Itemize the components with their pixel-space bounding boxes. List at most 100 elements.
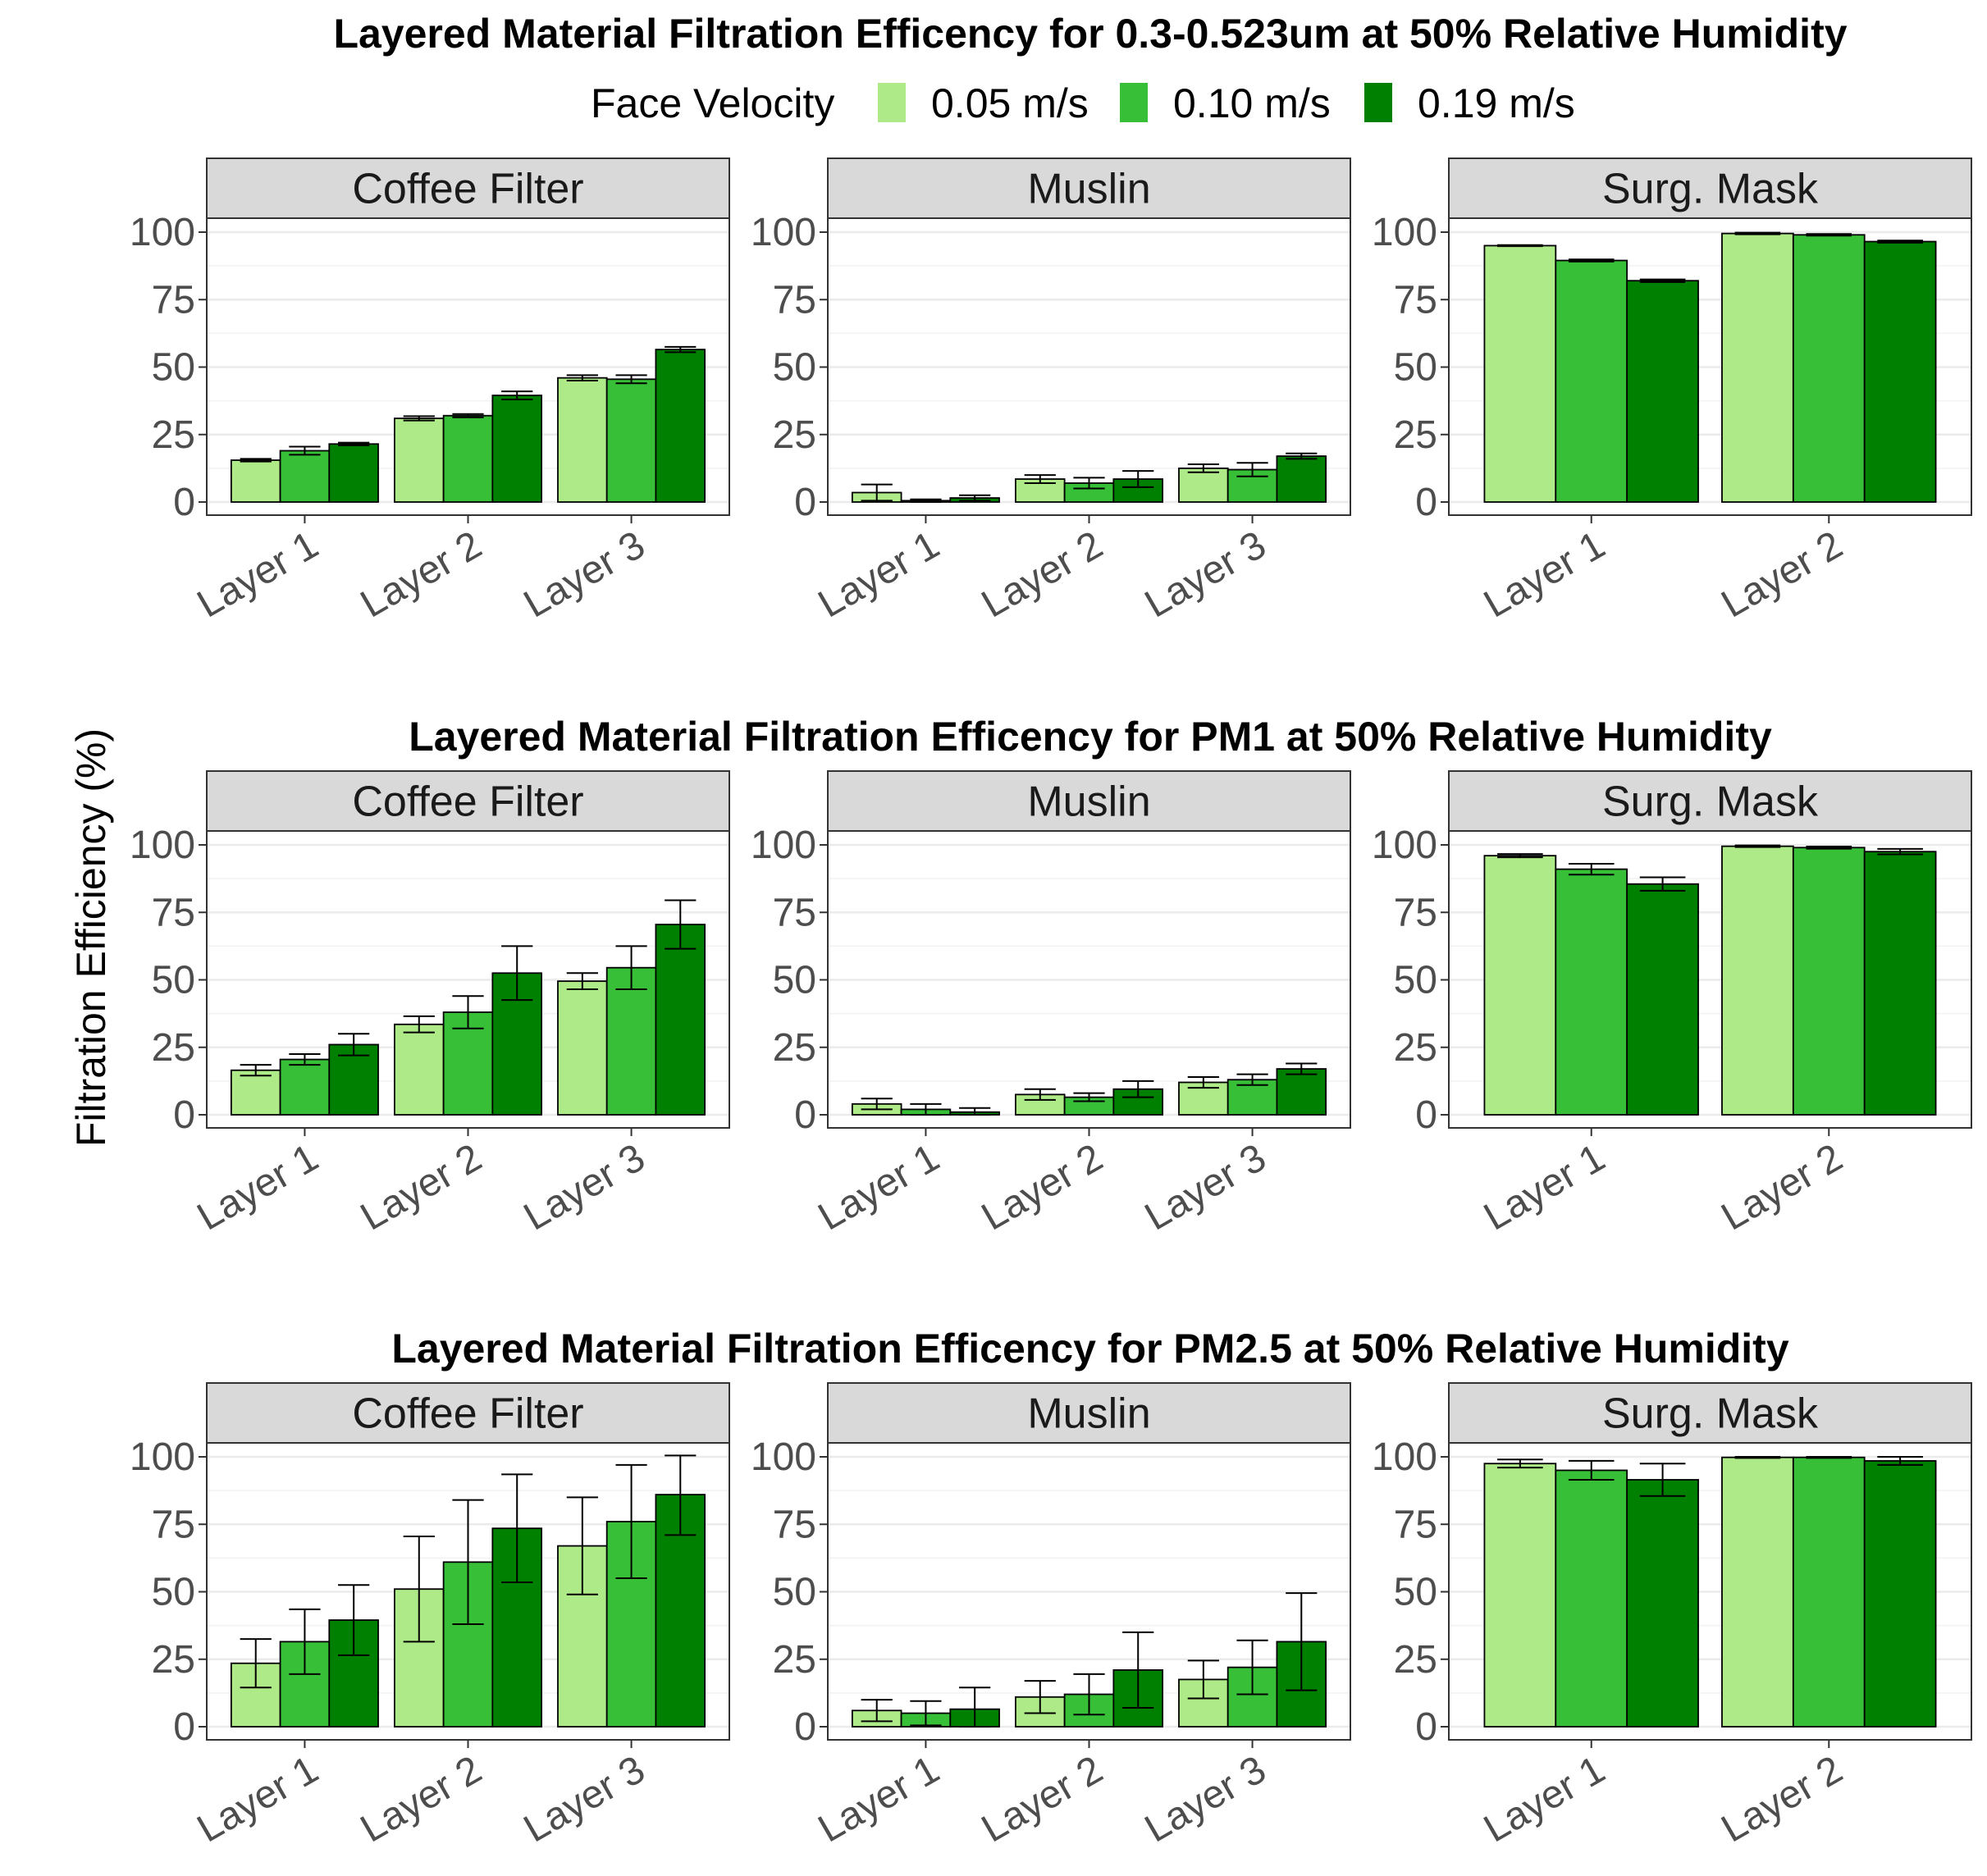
panel-border <box>827 1442 1351 1741</box>
bar-layer-1-series-0 <box>1483 244 1557 503</box>
y-axis-label: Filtration Efficiency (%) <box>68 728 114 1147</box>
facet-strip <box>827 770 1351 832</box>
legend-label-0: 0.05 m/s <box>931 80 1089 126</box>
x-tick-label: Layer 1 <box>1477 1748 1612 1851</box>
legend-label-2: 0.19 m/s <box>1418 80 1575 126</box>
facet-strip-label: Coffee Filter <box>352 166 583 213</box>
bar-layer-3-series-0 <box>557 377 608 503</box>
x-tick-label: Layer 1 <box>811 1748 947 1851</box>
legend-key-2 <box>1364 83 1392 122</box>
x-tick-label: Layer 2 <box>354 1136 489 1239</box>
legend-key-1 <box>1120 83 1148 122</box>
x-tick-label: Layer 2 <box>1715 523 1850 627</box>
bar-layer-1-series-1 <box>1555 259 1628 503</box>
y-tick-label: 0 <box>794 481 816 524</box>
x-tick-label: Layer 3 <box>1138 1136 1273 1239</box>
bar-layer-3-series-1 <box>605 378 657 503</box>
x-tick-label: Layer 2 <box>354 523 489 627</box>
x-tick-label: Layer 3 <box>517 523 652 627</box>
x-tick-label: Layer 1 <box>1477 523 1612 627</box>
panel-border <box>827 217 1351 516</box>
x-tick-label: Layer 1 <box>811 523 947 627</box>
bar-layer-3-series-2 <box>655 349 706 503</box>
bar-layer-3-series-0 <box>1178 467 1229 503</box>
y-tick-label: 25 <box>773 413 816 457</box>
facet-coffee-filter: Coffee Filter 0 25 50 75 100 Layer 1 Layer 2 Lay… <box>130 1382 730 1851</box>
bar-layer-1-series-1 <box>279 1058 331 1116</box>
bar-layer-1-series-2 <box>1626 1479 1699 1728</box>
y-tick-label: 0 <box>173 1705 195 1749</box>
panel-border <box>827 830 1351 1129</box>
bar-layer-2-series-2 <box>491 395 542 503</box>
x-tick-label: Layer 1 <box>811 1136 947 1239</box>
y-tick-label: 75 <box>1394 278 1437 322</box>
y-tick-label: 100 <box>130 1436 195 1479</box>
y-tick-label: 50 <box>773 346 816 390</box>
y-tick-label: 0 <box>1415 481 1437 524</box>
bar-layer-1-series-2 <box>328 443 379 503</box>
facet-strip <box>827 157 1351 219</box>
y-tick-label: 0 <box>794 1093 816 1137</box>
bar-layer-2-series-0 <box>394 418 445 503</box>
y-tick-label: 75 <box>773 891 816 934</box>
bar-layer-2-series-1 <box>1792 1456 1866 1728</box>
facet-strip <box>206 1382 730 1444</box>
y-tick-label: 75 <box>152 891 195 934</box>
facet-surg-mask: Surg. Mask 0 25 50 75 100 Layer 1 Layer 2 <box>1372 1382 1972 1851</box>
bar-layer-1-series-0 <box>1483 855 1557 1116</box>
y-tick-label: 50 <box>152 1571 195 1614</box>
legend-label-1: 0.10 m/s <box>1173 80 1331 126</box>
bar-layer-2-series-0 <box>394 1023 445 1116</box>
legend-title: Face Velocity <box>591 80 834 126</box>
x-tick-label: Layer 3 <box>1138 1748 1273 1851</box>
y-tick-label: 50 <box>773 959 816 1002</box>
facet-coffee-filter: Coffee Filter 0 25 50 75 100 Layer 1 Layer 2 Lay… <box>130 157 730 627</box>
y-tick-label: 100 <box>130 211 195 254</box>
y-tick-label: 0 <box>173 481 195 524</box>
x-tick-label: Layer 1 <box>190 523 326 627</box>
y-tick-label: 75 <box>1394 891 1437 934</box>
x-tick-label: Layer 2 <box>975 523 1110 627</box>
panel-border <box>1448 217 1972 516</box>
bar-layer-1-series-0 <box>230 1069 281 1116</box>
bar-layer-3-series-0 <box>1178 1081 1229 1116</box>
chart-title: Layered Material Filtration Efficency fo… <box>409 714 1772 760</box>
panel-border <box>206 830 730 1129</box>
y-tick-label: 75 <box>152 1503 195 1546</box>
y-tick-label: 75 <box>152 278 195 322</box>
facet-muslin: Muslin 0 25 50 75 100 Layer 1 Layer 2 Layer 3 <box>751 157 1351 627</box>
bar-layer-2-series-1 <box>1792 234 1866 503</box>
legend: Face Velocity 0.05 m/s 0.10 m/s 0.19 m/s <box>591 80 1575 126</box>
y-tick-label: 25 <box>152 413 195 457</box>
y-tick-label: 25 <box>152 1638 195 1682</box>
chart-title: Layered Material Filtration Efficency fo… <box>391 1326 1788 1372</box>
facet-surg-mask: Surg. Mask 0 25 50 75 100 Layer 1 Layer 2 <box>1372 770 1972 1239</box>
bar-layer-1-series-2 <box>1626 883 1699 1116</box>
y-tick-label: 75 <box>773 278 816 322</box>
bar-layer-1-series-1 <box>279 450 331 503</box>
bar-layer-2-series-2 <box>1863 851 1937 1116</box>
facet-strip <box>1448 770 1972 832</box>
x-tick-label: Layer 3 <box>517 1748 652 1851</box>
y-tick-label: 25 <box>773 1638 816 1682</box>
x-tick-label: Layer 2 <box>1715 1136 1850 1239</box>
bar-layer-2-series-2 <box>1863 240 1937 503</box>
facet-strip-label: Muslin <box>1027 166 1150 213</box>
y-tick-label: 50 <box>1394 346 1437 390</box>
y-tick-label: 100 <box>130 824 195 867</box>
y-tick-label: 0 <box>1415 1705 1437 1749</box>
facet-strip <box>1448 157 1972 219</box>
x-tick-label: Layer 3 <box>1138 523 1273 627</box>
bar-layer-2-series-0 <box>1721 1456 1794 1728</box>
y-tick-label: 50 <box>1394 1571 1437 1614</box>
x-tick-label: Layer 2 <box>1715 1748 1850 1851</box>
x-tick-label: Layer 1 <box>1477 1136 1612 1239</box>
y-tick-label: 100 <box>1372 1436 1437 1479</box>
y-tick-label: 50 <box>1394 959 1437 1002</box>
y-tick-label: 75 <box>1394 1503 1437 1546</box>
bar-layer-1-series-0 <box>1483 1463 1557 1728</box>
y-tick-label: 25 <box>1394 1638 1437 1682</box>
facet-muslin: Muslin 0 25 50 75 100 Layer 1 Layer 2 Layer 3 <box>751 770 1351 1239</box>
bar-layer-2-series-1 <box>1792 847 1866 1116</box>
facet-coffee-filter: Coffee Filter 0 25 50 75 100 Layer 1 Layer 2 Lay… <box>130 770 730 1239</box>
